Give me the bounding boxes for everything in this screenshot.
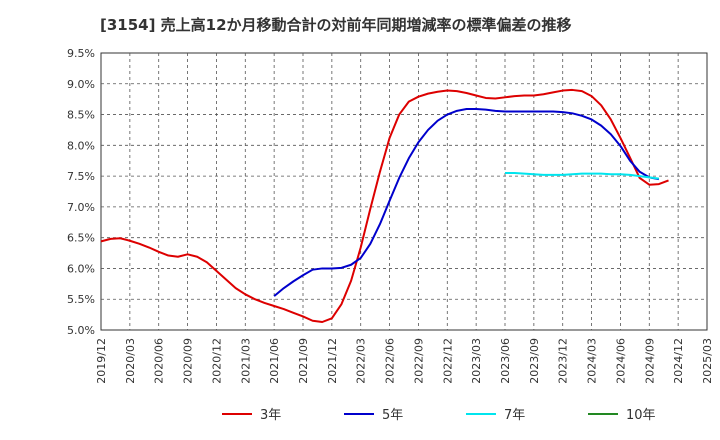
y-tick-label: 9.5% — [67, 47, 95, 60]
x-tick-label: 2024/06 — [614, 338, 627, 384]
legend: 3年 5年 7年 10年 — [222, 408, 656, 423]
y-axis: 5.0% 5.5% 6.0% 6.5% 7.0% 7.5% 8.0% 8.5% 9.0% 9.5% — [67, 47, 95, 337]
legend-label-0: 3年 — [260, 408, 281, 423]
x-tick-label: 2022/09 — [412, 338, 425, 384]
y-tick-label: 8.0% — [67, 139, 95, 152]
y-tick-label: 5.0% — [67, 324, 95, 337]
x-tick-label: 2023/06 — [499, 338, 512, 384]
series-line-0 — [100, 88, 669, 323]
x-axis: 2019/12 2020/03 2020/06 2020/09 2020/12 2021/… — [95, 338, 714, 384]
x-tick-label: 2023/03 — [470, 338, 483, 384]
x-tick-label: 2023/09 — [528, 338, 541, 384]
x-tick-label: 2022/12 — [441, 338, 454, 384]
plot-area — [100, 52, 708, 331]
legend-label-1: 5年 — [382, 408, 403, 423]
grid-layer — [101, 53, 707, 330]
y-tick-label: 8.5% — [67, 109, 95, 122]
legend-label-3: 10年 — [626, 408, 656, 423]
x-tick-label: 2019/12 — [95, 338, 108, 384]
x-tick-label: 2022/03 — [355, 338, 368, 384]
chart-title: [3154] 売上高12か月移動合計の対前年同期増減率の標準偏差の推移 — [100, 16, 572, 34]
y-tick-label: 6.5% — [67, 232, 95, 245]
x-tick-label: 2024/12 — [672, 338, 685, 384]
y-tick-label: 5.5% — [67, 293, 95, 306]
x-tick-label: 2021/12 — [326, 338, 339, 384]
y-tick-label: 7.0% — [67, 201, 95, 214]
x-tick-label: 2021/06 — [268, 338, 281, 384]
x-tick-label: 2023/12 — [557, 338, 570, 384]
series-layer — [100, 88, 669, 323]
x-tick-label: 2024/09 — [643, 338, 656, 384]
x-tick-label: 2020/09 — [182, 338, 195, 384]
x-tick-label: 2020/03 — [124, 338, 137, 384]
x-tick-label: 2025/03 — [701, 338, 714, 384]
y-tick-label: 9.0% — [67, 78, 95, 91]
legend-label-2: 7年 — [504, 408, 525, 423]
x-tick-label: 2021/03 — [239, 338, 252, 384]
x-tick-label: 2020/12 — [210, 338, 223, 384]
y-tick-label: 6.0% — [67, 262, 95, 275]
x-tick-label: 2022/06 — [384, 338, 397, 384]
x-tick-label: 2020/06 — [153, 338, 166, 384]
y-tick-label: 7.5% — [67, 170, 95, 183]
series-line-1 — [273, 108, 660, 297]
x-tick-label: 2021/09 — [297, 338, 310, 384]
x-tick-label: 2024/03 — [586, 338, 599, 384]
series-line-2 — [505, 172, 660, 180]
